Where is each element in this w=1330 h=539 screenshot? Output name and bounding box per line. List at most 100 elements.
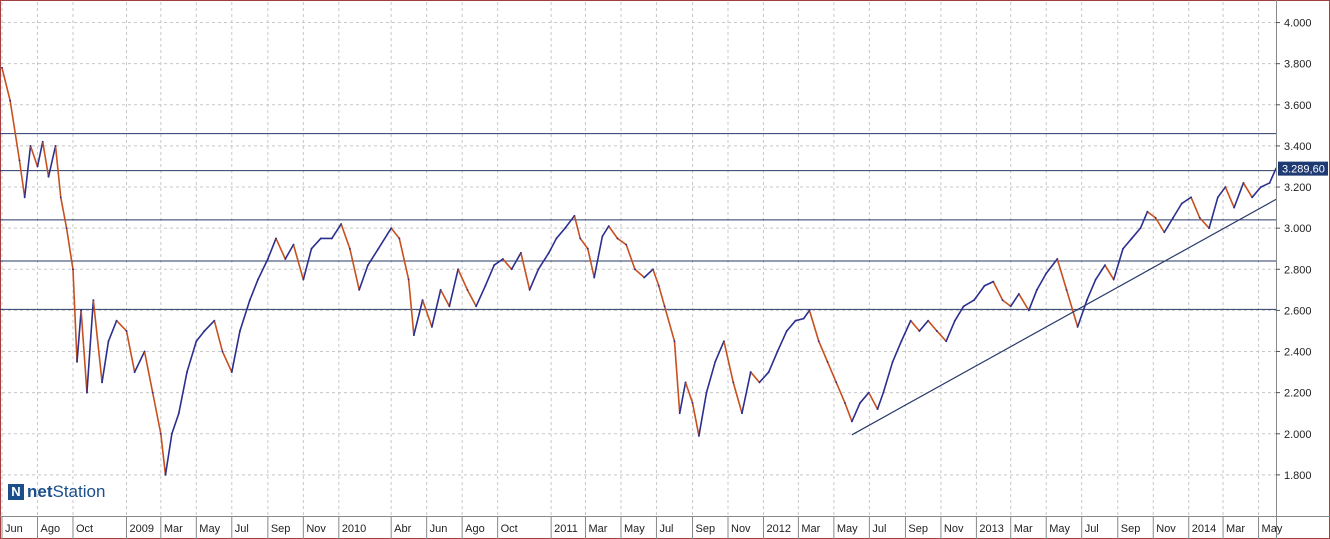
price-point — [891, 360, 894, 363]
price-segment — [367, 247, 380, 266]
price-segment — [358, 264, 369, 291]
price-point — [817, 340, 820, 343]
netstation-logo-mark: N — [8, 484, 24, 500]
y-tick-label: 4.000 — [1284, 18, 1312, 30]
price-point — [962, 305, 965, 308]
price-point — [177, 412, 180, 415]
x-tick-label: Oct — [501, 523, 518, 535]
price-segment — [673, 340, 681, 415]
price-point — [319, 237, 322, 240]
price-segment — [1027, 289, 1038, 312]
price-point — [86, 391, 88, 394]
price-point — [72, 268, 74, 271]
price-segment — [390, 227, 401, 240]
y-tick-label: 2.800 — [1284, 264, 1312, 276]
price-segment — [705, 360, 717, 394]
price-segment — [502, 258, 513, 271]
price-point — [859, 402, 861, 404]
price-point — [1104, 264, 1106, 267]
price-point — [876, 408, 879, 410]
price-segment — [1018, 293, 1030, 312]
price-segment — [431, 289, 442, 328]
x-tick-label: May — [199, 523, 220, 535]
price-point — [1208, 227, 1211, 230]
price-segment — [634, 268, 646, 279]
y-tick-label: 3.800 — [1284, 59, 1312, 71]
price-segment — [714, 340, 725, 363]
price-point — [573, 214, 576, 217]
price-point — [330, 237, 333, 240]
price-point — [1216, 196, 1219, 199]
price-segment — [520, 252, 531, 291]
price-segment — [601, 225, 610, 238]
price-segment — [1139, 210, 1149, 229]
price-point — [1045, 272, 1048, 275]
price-point — [248, 299, 251, 302]
price-segment — [407, 278, 415, 336]
price-segment — [151, 391, 162, 435]
price-point — [945, 340, 948, 343]
price-point — [835, 381, 838, 384]
price-point — [973, 299, 975, 302]
price-point — [59, 196, 62, 199]
price-point — [76, 360, 78, 363]
price-segment — [249, 278, 259, 301]
price-point — [412, 334, 415, 336]
price-segment — [749, 371, 761, 384]
price-segment — [292, 243, 305, 281]
price-segment — [23, 145, 32, 199]
price-segment — [340, 223, 351, 250]
price-point — [802, 317, 805, 320]
price-point — [785, 330, 788, 332]
price-segment — [267, 237, 277, 260]
price-point — [1180, 202, 1183, 205]
price-point — [684, 381, 687, 384]
price-point — [47, 175, 50, 178]
price-point — [80, 309, 83, 312]
price-point — [678, 412, 681, 415]
price-point — [41, 140, 44, 143]
price-point — [143, 350, 146, 353]
price-point — [407, 278, 410, 281]
price-point — [652, 268, 654, 271]
price-point — [1251, 196, 1254, 199]
price-point — [900, 340, 903, 343]
price-segment — [275, 237, 287, 260]
price-point — [537, 268, 540, 271]
price-point — [358, 288, 361, 291]
price-segment — [413, 299, 424, 336]
x-tick-label: 2010 — [342, 523, 366, 535]
price-segment — [230, 330, 241, 373]
x-tick-label: Jun — [430, 523, 448, 535]
price-segment — [808, 309, 820, 343]
x-tick-label: Jul — [872, 523, 886, 535]
price-segment — [284, 243, 295, 260]
price-point — [826, 360, 829, 363]
price-segment — [1122, 237, 1133, 250]
price-segment — [1268, 167, 1277, 184]
price-segment — [826, 360, 838, 384]
price-segment — [643, 268, 654, 279]
price-point — [601, 235, 604, 238]
x-tick-label: 2013 — [979, 523, 1003, 535]
price-segment — [817, 340, 829, 363]
price-segment — [115, 319, 128, 332]
x-tick-label: Mar — [164, 523, 183, 535]
price-point — [844, 402, 846, 404]
x-tick-label: Nov — [306, 523, 326, 535]
price-point — [776, 350, 779, 353]
price-point — [673, 340, 676, 343]
x-tick-label: Jul — [235, 523, 249, 535]
price-segment — [302, 247, 313, 281]
price-segment — [510, 252, 522, 271]
price-point — [18, 159, 21, 162]
y-tick-label: 2.400 — [1284, 347, 1312, 359]
price-segment — [1154, 217, 1166, 234]
x-tick-label: May — [624, 523, 645, 535]
price-point — [1065, 288, 1068, 291]
price-segment — [962, 299, 975, 308]
x-tick-label: 2014 — [1192, 523, 1216, 535]
price-segment — [1242, 182, 1253, 199]
price-point — [1094, 278, 1097, 281]
